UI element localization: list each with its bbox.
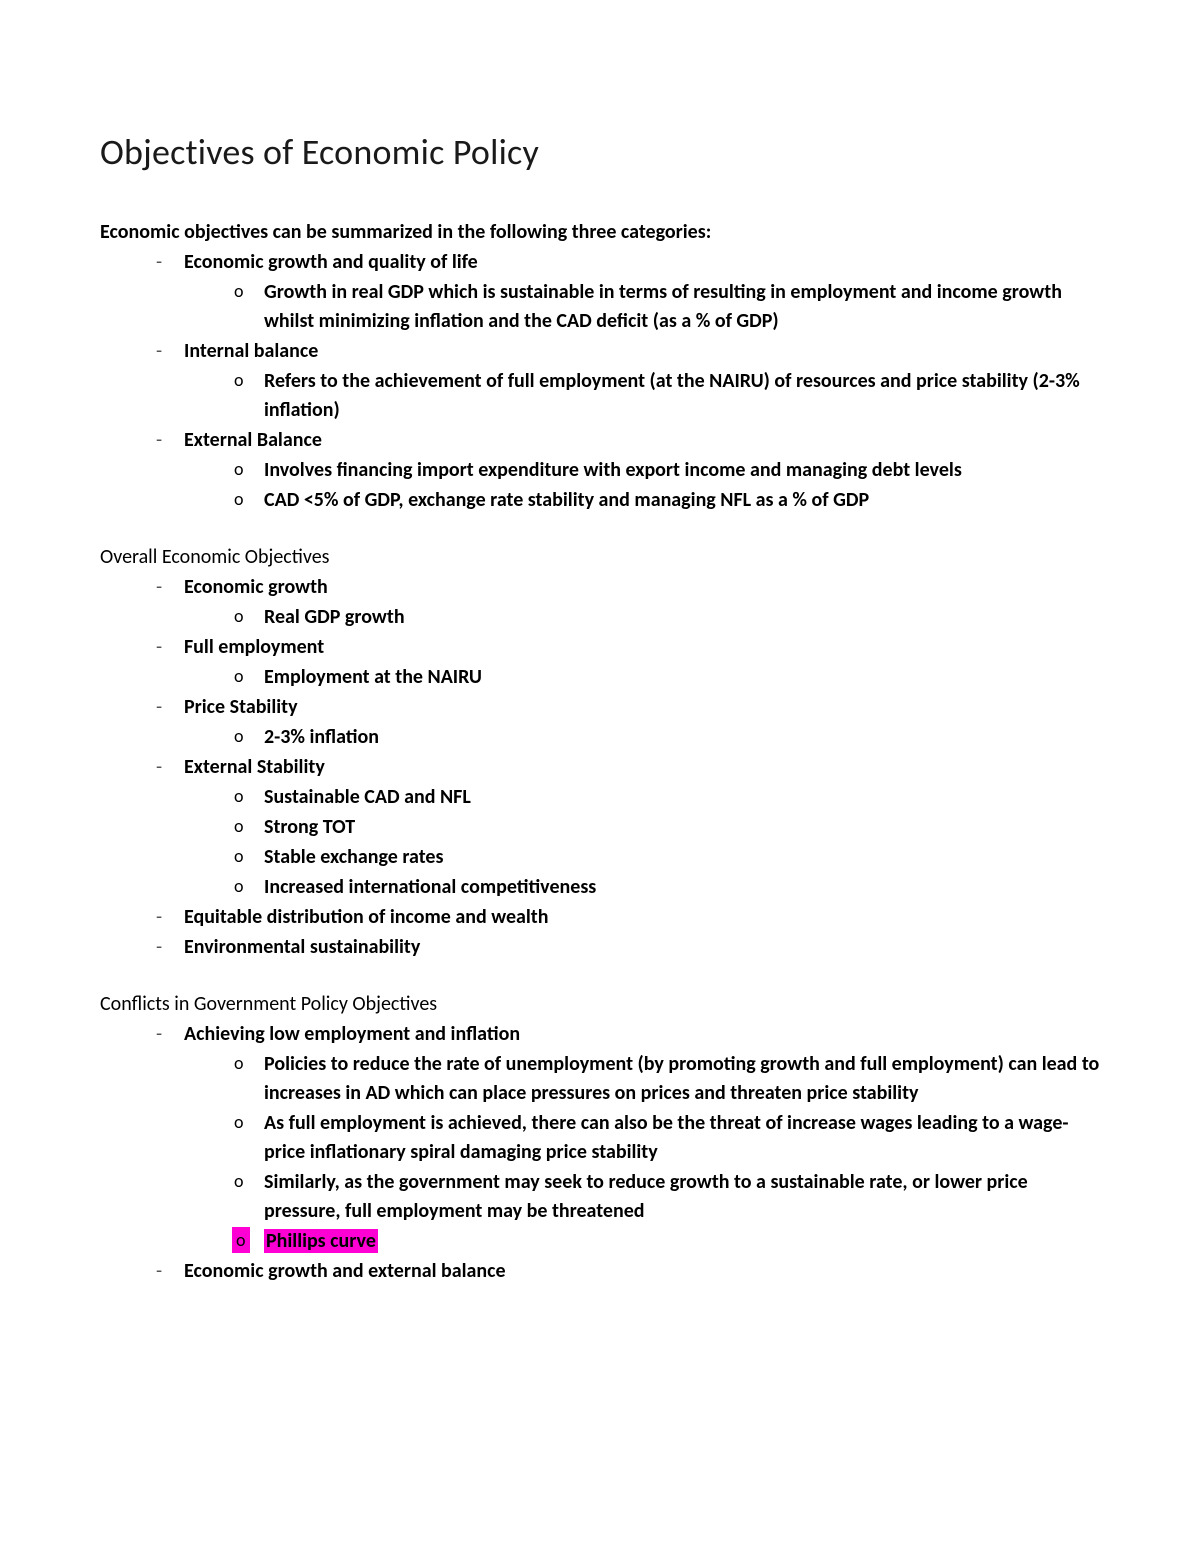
category-item: Internal balance Refers to the achieveme… xyxy=(156,337,1100,425)
item-label: Achieving low employment and inflation xyxy=(184,1022,520,1046)
sub-item: Sustainable CAD and NFL xyxy=(234,783,1100,812)
list-item: Achieving low employment and inflation P… xyxy=(156,1020,1100,1256)
list-item: Full employment Employment at the NAIRU xyxy=(156,633,1100,692)
list-item: External Stability Sustainable CAD and N… xyxy=(156,753,1100,902)
sub-list: Refers to the achievement of full employ… xyxy=(184,367,1100,425)
list-item: Economic growth and external balance xyxy=(156,1257,1100,1286)
sub-list: 2-3% inflation xyxy=(184,723,1100,752)
sub-list: Policies to reduce the rate of unemploym… xyxy=(184,1050,1100,1256)
item-label: External Stability xyxy=(184,755,325,779)
sub-item: Refers to the achievement of full employ… xyxy=(234,367,1100,425)
sub-item: As full employment is achieved, there ca… xyxy=(234,1109,1100,1167)
item-label: Economic growth xyxy=(184,575,328,599)
section-heading: Conflicts in Government Policy Objective… xyxy=(100,990,1100,1018)
conflicts-list: Achieving low employment and inflation P… xyxy=(100,1020,1100,1286)
sub-item: Involves financing import expenditure wi… xyxy=(234,456,1100,485)
list-item: Equitable distribution of income and wea… xyxy=(156,903,1100,932)
list-item: Economic growth Real GDP growth xyxy=(156,573,1100,632)
sub-item: CAD <5% of GDP, exchange rate stability … xyxy=(234,486,1100,515)
section-heading: Overall Economic Objectives xyxy=(100,543,1100,571)
highlighted-text: Phillips curve xyxy=(264,1229,378,1253)
sub-list: Involves financing import expenditure wi… xyxy=(184,456,1100,515)
sub-item: Growth in real GDP which is sustainable … xyxy=(234,278,1100,336)
sub-item: Similarly, as the government may seek to… xyxy=(234,1168,1100,1226)
sub-item: Increased international competitiveness xyxy=(234,873,1100,902)
sub-list: Real GDP growth xyxy=(184,603,1100,632)
category-label: Internal balance xyxy=(184,339,318,363)
sub-item: Policies to reduce the rate of unemploym… xyxy=(234,1050,1100,1108)
sub-item: Employment at the NAIRU xyxy=(234,663,1100,692)
list-item: Environmental sustainability xyxy=(156,933,1100,962)
categories-list: Economic growth and quality of life Grow… xyxy=(100,248,1100,515)
intro-paragraph: Economic objectives can be summarized in… xyxy=(100,218,1100,246)
sub-list: Employment at the NAIRU xyxy=(184,663,1100,692)
sub-item-highlighted: Phillips curve xyxy=(234,1227,1100,1256)
item-label: Full employment xyxy=(184,635,324,659)
item-label: Price Stability xyxy=(184,695,298,719)
list-item: Price Stability 2-3% inflation xyxy=(156,693,1100,752)
category-label: External Balance xyxy=(184,428,322,452)
overall-objectives-list: Economic growth Real GDP growth Full emp… xyxy=(100,573,1100,962)
sub-item: 2-3% inflation xyxy=(234,723,1100,752)
sub-item: Real GDP growth xyxy=(234,603,1100,632)
sub-item: Stable exchange rates xyxy=(234,843,1100,872)
sub-list: Sustainable CAD and NFL Strong TOT Stabl… xyxy=(184,783,1100,902)
category-label: Economic growth and quality of life xyxy=(184,250,478,274)
sub-list: Growth in real GDP which is sustainable … xyxy=(184,278,1100,336)
sub-item: Strong TOT xyxy=(234,813,1100,842)
document-title: Objectives of Economic Policy xyxy=(100,130,1100,174)
category-item: External Balance Involves financing impo… xyxy=(156,426,1100,515)
category-item: Economic growth and quality of life Grow… xyxy=(156,248,1100,336)
